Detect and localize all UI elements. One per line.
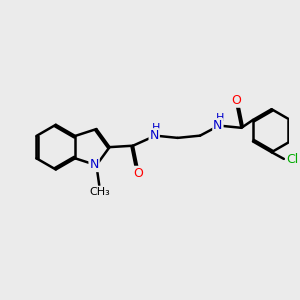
Text: CH₃: CH₃ (89, 187, 110, 196)
Text: N: N (213, 119, 223, 132)
Text: O: O (134, 167, 143, 180)
Text: N: N (149, 129, 159, 142)
Text: H: H (216, 112, 224, 123)
Text: H: H (152, 123, 161, 133)
Text: O: O (231, 94, 241, 107)
Text: N: N (89, 158, 99, 171)
Text: Cl: Cl (286, 153, 298, 166)
